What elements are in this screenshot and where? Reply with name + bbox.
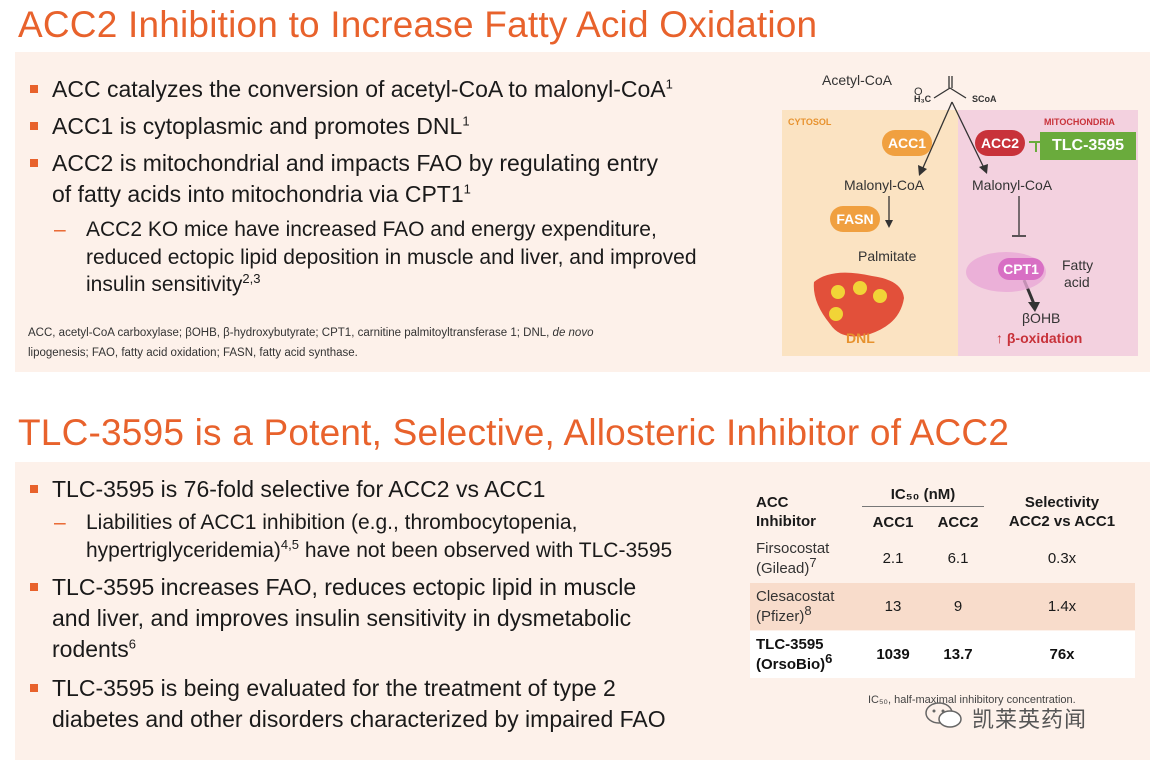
fasn-pill: FASN: [830, 206, 880, 232]
abbreviations: ACC, acetyl-CoA carboxylase; βOHB, β-hyd…: [28, 327, 594, 359]
table-row: Firsocostat (Gilead)7 2.1 6.1 0.3x: [750, 535, 1135, 582]
pathway-arrows: [813, 76, 1046, 337]
bullet-square-icon: [30, 583, 38, 591]
sub-bullet-liabilities: – Liabilities of ACC1 inhibition (e.g., t…: [54, 511, 673, 562]
header-ic50: IC₅₀ (nM): [890, 486, 956, 503]
bullet-square-icon: [30, 122, 38, 130]
sub-bullet-acc2-ko: – ACC2 KO mice have increased FAO and ene…: [54, 218, 697, 296]
cytosol-label: CYTOSOL: [788, 117, 832, 127]
beta-oxidation-label: ↑ β-oxidation: [996, 330, 1083, 346]
malonyl-coa-mito-label: Malonyl-CoA: [972, 177, 1053, 193]
header-acc1: ACC1: [872, 514, 914, 531]
table-row: TLC-3595 (OrsoBio)6 1039 13.7 76x: [750, 631, 1135, 678]
acc1-value: 2.1: [882, 550, 904, 567]
bullet-evaluated: TLC-3595 is being evaluated for the trea…: [28, 673, 748, 735]
acc1-value: 1039: [876, 646, 910, 663]
selectivity-value: 76x: [1049, 646, 1075, 663]
section1-title: ACC2 Inhibition to Increase Fatty Acid O…: [18, 4, 818, 45]
acetyl-coa-label: Acetyl-CoA: [822, 72, 893, 88]
acc2-pill: ACC2: [975, 130, 1025, 156]
mitochondria-label: MITOCHONDRIA: [1044, 117, 1115, 127]
section1-bullets: ACC catalyzes the conversion of acetyl-C…: [28, 74, 768, 299]
inhibitor-name: TLC-3595 (OrsoBio)6: [756, 635, 833, 673]
header-acc-inhibitor: ACC Inhibitor: [756, 494, 816, 530]
acc1-value: 13: [884, 598, 902, 615]
ic50-divider: [862, 506, 984, 507]
scoa-label: SCoA: [972, 94, 997, 104]
o-atom-label: O: [914, 86, 923, 98]
acc1-pill: ACC1: [882, 130, 932, 156]
dnl-label: DNL: [846, 330, 875, 346]
bullet-acc1: ACC1 is cytoplasmic and promotes DNL1: [28, 111, 768, 142]
bohb-label: βOHB: [1022, 310, 1061, 326]
tlc-3595-box: TLC-3595: [1040, 132, 1136, 160]
section2-bullets: TLC-3595 is 76-fold selective for ACC2 v…: [28, 474, 748, 735]
bullet-square-icon: [30, 85, 38, 93]
acid-label: acid: [1064, 274, 1090, 290]
h3c-label: H₃C: [914, 94, 932, 104]
bullet-square-icon: [30, 684, 38, 692]
acc2-value: 13.7: [943, 646, 973, 663]
acc2-value: 6.1: [947, 550, 969, 567]
selectivity-value: 0.3x: [1047, 550, 1077, 567]
bullet-acc2: ACC2 is mitochondrial and impacts FAO by…: [28, 148, 768, 210]
fatty-label: Fatty: [1062, 257, 1094, 273]
header-acc2: ACC2: [937, 514, 979, 531]
selectivity-value: 1.4x: [1047, 598, 1077, 615]
acc-pathway-diagram: Acetyl-CoA O H₃C SCoA CYTOSOL MITOCHONDR…: [772, 62, 1144, 362]
header-selectivity: Selectivity ACC2 vs ACC1: [1008, 494, 1116, 530]
bullet-acc-catalyzes: ACC catalyzes the conversion of acetyl-C…: [28, 74, 768, 105]
bullet-square-icon: [30, 159, 38, 167]
watermark: 凯莱英药闻: [972, 707, 1088, 732]
cpt1-pill: CPT1: [998, 258, 1044, 280]
acc2-value: 9: [953, 598, 963, 615]
bullet-increases-fao: TLC-3595 increases FAO, reduces ectopic …: [28, 572, 748, 665]
ic50-footnote: IC₅₀, half-maximal inhibitory concentrat…: [868, 694, 1076, 706]
inhibitor-name: Clesacostat (Pfizer)8: [756, 587, 835, 625]
inhibitor-name: Firsocostat (Gilead)7: [756, 539, 830, 577]
wechat-logo-icon: [922, 700, 966, 730]
section2-title: TLC-3595 is a Potent, Selective, Alloste…: [18, 412, 1010, 453]
bullet-76-fold: TLC-3595 is 76-fold selective for ACC2 v…: [28, 474, 748, 505]
palmitate-label: Palmitate: [858, 248, 917, 264]
bullet-square-icon: [30, 485, 38, 493]
table-row: Clesacostat (Pfizer)8 13 9 1.4x: [750, 583, 1135, 630]
malonyl-coa-cytosol-label: Malonyl-CoA: [844, 177, 925, 193]
